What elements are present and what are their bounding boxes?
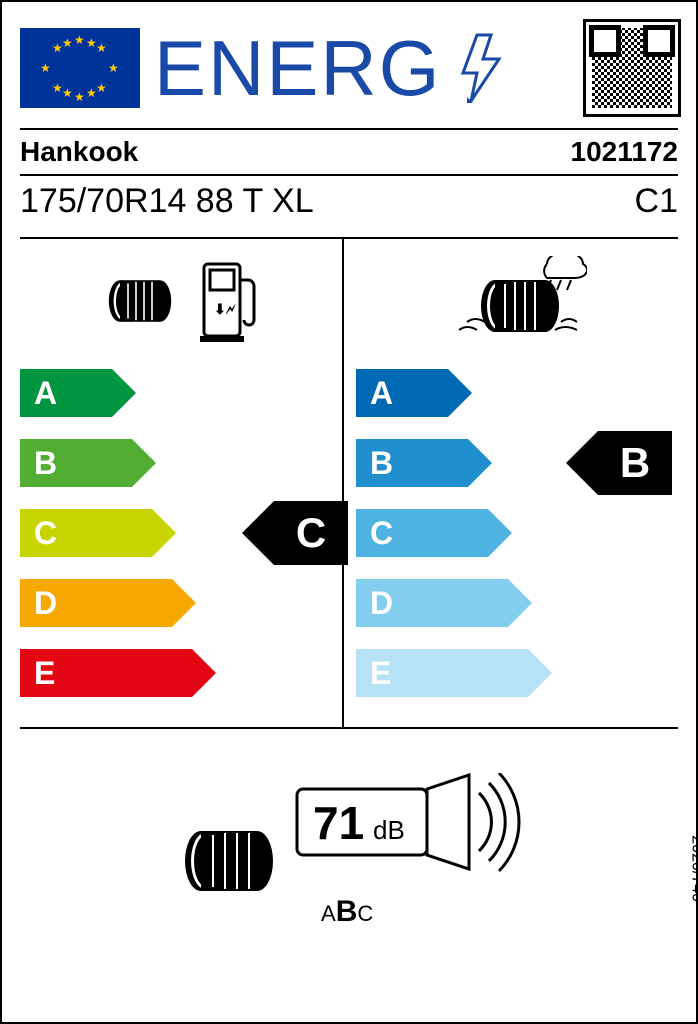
rating-bar-A: A	[356, 363, 678, 423]
fuel-rating-marker: C	[274, 501, 348, 565]
rating-bar-D: D	[356, 573, 678, 633]
rating-bar-E: E	[356, 643, 678, 703]
bolt-icon	[441, 33, 521, 103]
brand-name: Hankook	[20, 136, 138, 168]
tyre-class: C1	[635, 182, 678, 221]
noise-class-row: ABC	[321, 895, 373, 929]
energy-title: ENERG	[154, 23, 572, 114]
wet-bars: ABCDE	[356, 351, 678, 703]
regulation-reference: 2020/740	[688, 835, 698, 902]
wet-grip-chart: ABCDE B	[342, 239, 678, 727]
label-header: ★ ★ ★ ★ ★ ★ ★ ★ ★ ★ ★ ★ ENERG	[2, 2, 696, 128]
tyre-size: 175/70R14 88 T XL	[20, 182, 314, 221]
fuel-efficiency-chart: ⬇ 🗲 ABCDE C	[20, 239, 342, 727]
rating-bar-D: D	[20, 573, 342, 633]
tyre-icon	[104, 261, 184, 341]
tyre-icon	[175, 783, 285, 903]
eu-tyre-label: ★ ★ ★ ★ ★ ★ ★ ★ ★ ★ ★ ★ ENERG Hankook 10…	[0, 0, 698, 1024]
rating-bar-B: B	[20, 433, 342, 493]
noise-section: 71 dB ABC	[20, 727, 678, 957]
qr-code[interactable]	[586, 22, 678, 114]
rating-bar-E: E	[20, 643, 342, 703]
noise-db-unit: dB	[373, 815, 405, 845]
rating-bar-C: C	[356, 503, 678, 563]
brand-row: Hankook 1021172	[2, 130, 696, 174]
fuel-pump-icon: ⬇ 🗲	[198, 256, 258, 346]
speaker-icon: 71 dB	[293, 773, 523, 913]
noise-class-C: C	[357, 901, 373, 926]
tyre-rain-icon	[447, 256, 587, 346]
rating-charts: ⬇ 🗲 ABCDE C	[20, 237, 678, 727]
article-number: 1021172	[571, 136, 678, 168]
wet-rating-marker: B	[598, 431, 672, 495]
rating-bar-A: A	[20, 363, 342, 423]
noise-class-A: A	[321, 901, 336, 926]
noise-db-value: 71	[313, 797, 364, 849]
eu-flag: ★ ★ ★ ★ ★ ★ ★ ★ ★ ★ ★ ★	[20, 28, 140, 108]
noise-class-B: B	[336, 895, 358, 928]
svg-text:⬇: ⬇	[214, 301, 226, 317]
svg-text:🗲: 🗲	[225, 301, 236, 317]
size-row: 175/70R14 88 T XL C1	[2, 176, 696, 227]
